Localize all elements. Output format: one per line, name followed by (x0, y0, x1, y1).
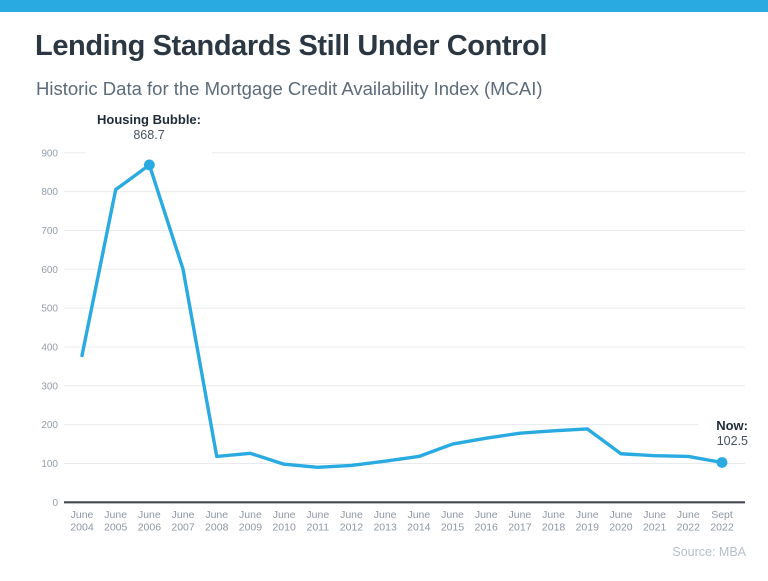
y-tick-label: 200 (41, 420, 58, 431)
annotation-housing-bubble: Housing Bubble: 868.7 (86, 113, 212, 154)
y-tick-label: 100 (41, 459, 58, 470)
source-credit: Source: MBA (672, 545, 746, 559)
x-tick-label: June 2010 (272, 509, 296, 534)
x-tick-label: June 2013 (373, 509, 397, 534)
x-tick-label: June 2012 (340, 509, 364, 534)
x-tick-label: June 2017 (508, 509, 532, 534)
top-accent-bar (0, 0, 768, 12)
y-tick-label: 0 (52, 498, 58, 509)
x-tick-label: June 2006 (138, 509, 162, 534)
x-tick-label: Sept 2022 (710, 509, 734, 534)
annotation-now-value: 102.5 (716, 434, 748, 448)
x-tick-label: June 2018 (542, 509, 566, 534)
x-tick-label: June 2004 (70, 509, 94, 534)
x-tick-label: June 2016 (475, 509, 499, 534)
y-tick-label: 500 (41, 304, 58, 315)
x-tick-label: June 2015 (441, 509, 465, 534)
y-tick-label: 900 (41, 148, 58, 159)
annotation-now-label: Now: (716, 418, 748, 433)
y-tick-label: 300 (41, 381, 58, 392)
data-point-marker (716, 457, 728, 468)
x-tick-label: June 2014 (407, 509, 431, 534)
y-tick-label: 700 (41, 226, 58, 237)
annotation-housing-bubble-label: Housing Bubble: (97, 112, 201, 127)
x-tick-label: June 2011 (306, 509, 329, 534)
page-subtitle: Historic Data for the Mortgage Credit Av… (36, 78, 543, 99)
x-tick-label: June 2021 (643, 509, 667, 534)
y-tick-label: 400 (41, 342, 58, 353)
x-tick-label: June 2022 (677, 509, 701, 534)
x-tick-label: June 2020 (609, 509, 633, 534)
data-point-marker (143, 159, 155, 171)
mcai-data-line (80, 163, 724, 470)
annotation-now: Now: 102.5 (698, 419, 748, 451)
x-tick-label: June 2009 (239, 509, 263, 534)
y-tick-label: 600 (41, 265, 58, 276)
x-tick-label: June 2019 (576, 509, 600, 534)
y-tick-label: 800 (41, 187, 58, 198)
x-tick-label: June 2008 (205, 509, 229, 534)
annotation-housing-bubble-value: 868.7 (133, 128, 165, 142)
page-title: Lending Standards Still Under Control (35, 30, 548, 62)
x-tick-label: June 2005 (104, 509, 128, 534)
x-tick-label: June 2007 (171, 509, 195, 534)
